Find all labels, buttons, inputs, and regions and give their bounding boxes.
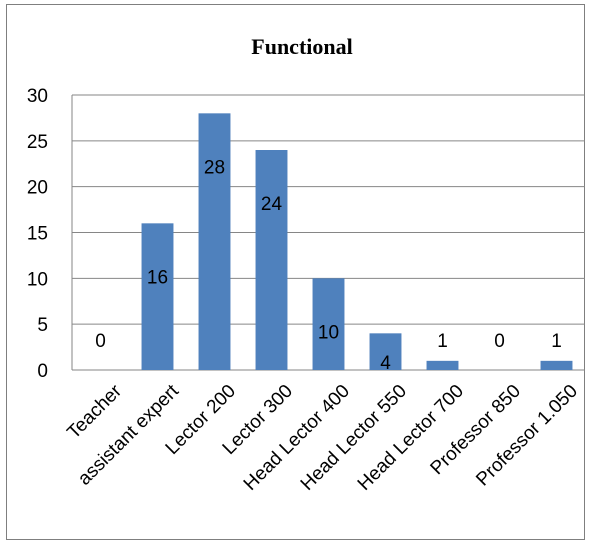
data-label: 4 <box>380 353 391 374</box>
data-label: 1 <box>551 331 562 352</box>
data-label: 10 <box>318 322 339 343</box>
bar <box>255 150 288 370</box>
data-label: 0 <box>95 331 106 352</box>
bar <box>198 113 231 370</box>
bar <box>426 360 459 370</box>
x-tick-label: Head Lector 700 <box>354 381 468 495</box>
chart-frame <box>6 4 585 540</box>
y-axis-ticks: 0 5 10 15 20 25 30 <box>27 86 48 382</box>
y-tick-label: 25 <box>27 132 48 153</box>
chart-title: Functional <box>251 34 352 59</box>
y-tick-label: 15 <box>27 224 48 245</box>
bars <box>141 113 573 370</box>
data-label: 16 <box>147 267 168 288</box>
y-tick-label: 20 <box>27 178 48 199</box>
y-tick-label: 5 <box>37 315 48 336</box>
y-tick-label: 30 <box>27 86 48 107</box>
y-tick-label: 0 <box>37 361 48 382</box>
y-tick-label: 10 <box>27 269 48 290</box>
bar <box>312 278 345 370</box>
x-tick-label: Professor 1.050 <box>472 381 582 491</box>
bar <box>540 360 573 370</box>
data-label: 1 <box>437 331 448 352</box>
x-tick-label: Head Lector 400 <box>240 381 354 495</box>
bar <box>369 333 402 370</box>
x-tick-label: assistant expert <box>74 380 183 489</box>
data-label: 24 <box>261 194 283 215</box>
data-label: 0 <box>494 331 505 352</box>
x-tick-label: Head Lector 550 <box>297 381 411 495</box>
data-label: 28 <box>204 157 225 178</box>
bar <box>141 223 174 370</box>
